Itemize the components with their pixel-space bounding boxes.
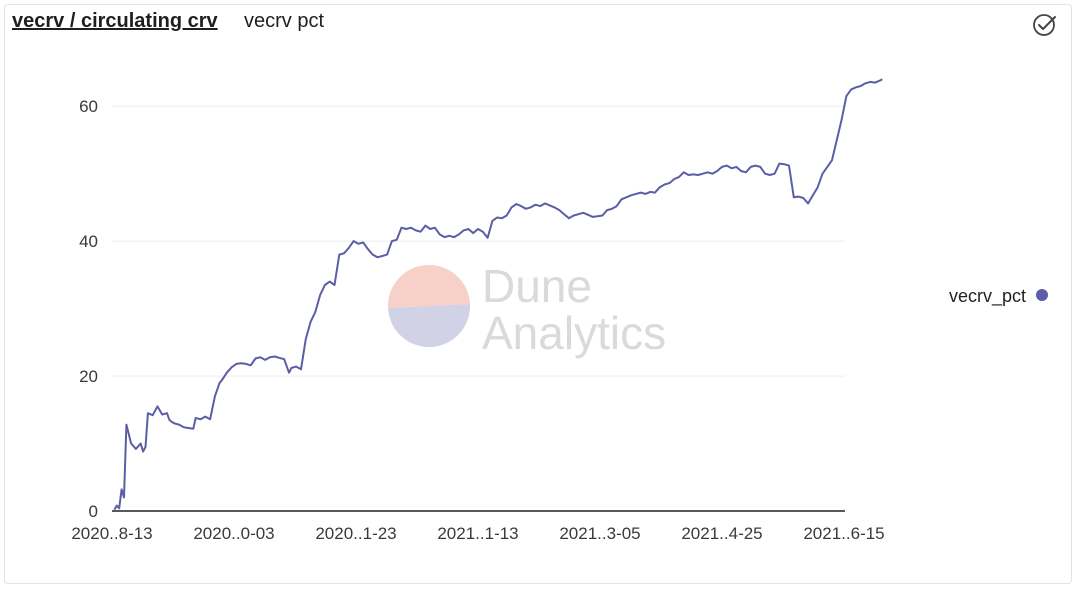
visualization-name: vecrv pct: [244, 10, 325, 32]
watermark-line1: Dune: [482, 260, 592, 312]
x-axis-ticks: 2020..8-13 2020..0-03 2020..1-23 2021..1-13…: [71, 524, 884, 543]
legend-marker: [1036, 289, 1048, 301]
x-tick-label: 2021..3-05: [559, 524, 640, 543]
legend-label: vecrv_pct: [949, 286, 1026, 307]
y-tick-label: 40: [79, 232, 98, 251]
y-tick-label: 0: [89, 502, 98, 521]
chart-card: [4, 4, 1072, 584]
x-tick-label: 2021..6-15: [803, 524, 884, 543]
dune-analytics-watermark: Dune Analytics: [387, 260, 666, 359]
x-tick-label: 2021..4-25: [681, 524, 762, 543]
watermark-logo-top: [387, 264, 470, 308]
series-line-vecrv_pct[interactable]: [113, 78, 883, 511]
watermark-logo-bottom: [388, 304, 471, 348]
x-tick-label: 2020..1-23: [315, 524, 396, 543]
check-circle-icon[interactable]: [1032, 12, 1058, 38]
y-tick-label: 60: [79, 97, 98, 116]
query-title-link[interactable]: vecrv / circulating crv: [12, 10, 218, 32]
y-tick-label: 20: [79, 367, 98, 386]
x-tick-label: 2020..8-13: [71, 524, 152, 543]
watermark-line2: Analytics: [482, 307, 666, 359]
legend[interactable]: vecrv_pct: [949, 286, 1048, 307]
y-axis-ticks: 0 20 40 60: [79, 97, 98, 521]
grid-lines: [112, 105, 845, 377]
x-tick-label: 2021..1-13: [437, 524, 518, 543]
x-tick-label: 2020..0-03: [193, 524, 274, 543]
